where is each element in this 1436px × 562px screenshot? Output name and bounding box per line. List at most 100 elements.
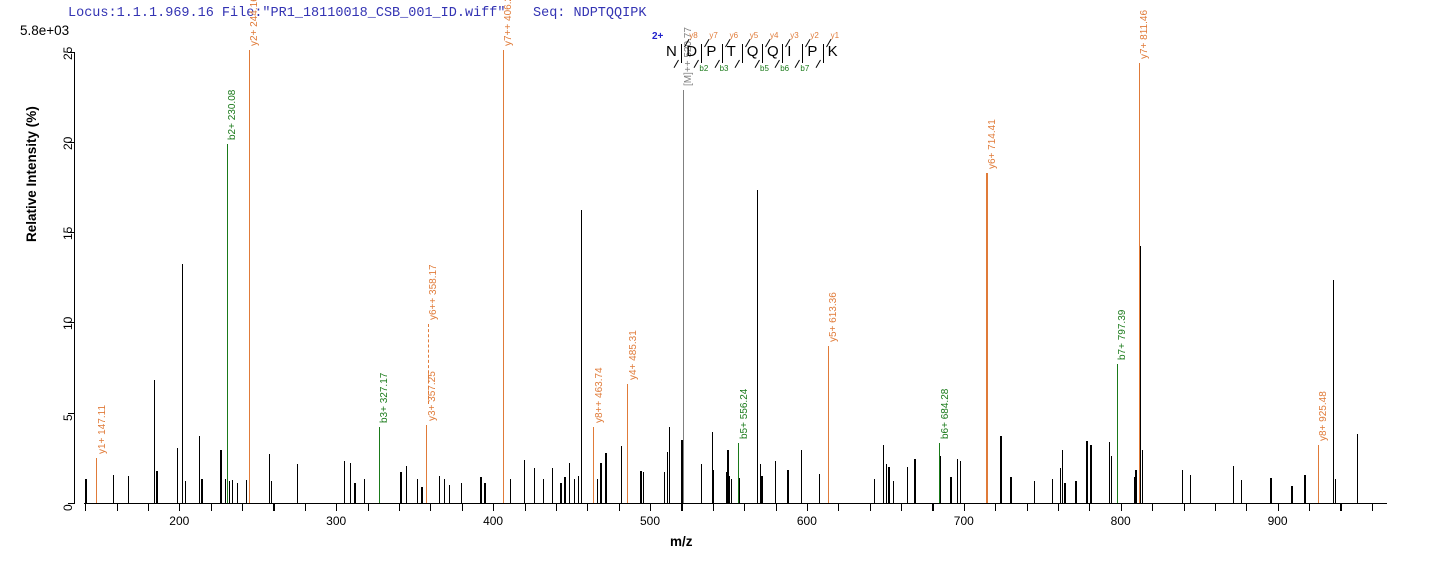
x-axis-tick-label: 700 (953, 513, 974, 528)
spectrum-peak (533, 467, 535, 503)
fragment-mark-3 (721, 44, 723, 63)
spectrum-peak (268, 453, 271, 503)
annotation-label: y1+ 147.11 (96, 404, 108, 454)
residue-5: Q (746, 43, 759, 60)
precursor-charge-label: 2+ (652, 31, 664, 42)
spectrum-peak (543, 479, 545, 503)
x-axis-line (84, 502, 1387, 504)
spectrum-peak (1075, 481, 1077, 503)
x-axis-tick (1120, 503, 1122, 511)
x-axis-tick (869, 503, 871, 511)
spectrum-peak (906, 467, 909, 503)
x-axis-tick (775, 503, 777, 511)
annotation-label: y8++ 463.74 (593, 367, 605, 423)
spectrum-peak (668, 426, 671, 503)
spectrum-peak (727, 450, 729, 503)
spectrum-peak (438, 475, 440, 503)
annotation-line-y-ion (248, 49, 250, 503)
annotation-line-y-ion (1317, 445, 1319, 503)
spectrum-peak (667, 452, 669, 503)
spectrum-peak (1033, 481, 1035, 503)
x-axis-tick (806, 503, 809, 511)
x-axis-tick (304, 503, 306, 511)
spectrum-peak (1335, 479, 1337, 503)
spectrum-peak (220, 450, 222, 503)
annotation-label: b6+ 684.28 (939, 388, 951, 440)
x-axis-tick (116, 503, 118, 511)
residue-3: P (706, 43, 717, 60)
x-axis-tick (587, 503, 589, 511)
spectrum-peak (1010, 477, 1012, 503)
spectrum-peak (182, 263, 184, 503)
x-axis-tick (399, 503, 401, 511)
y-ion-label-y8: y8 (689, 31, 698, 40)
y-axis-tick (68, 322, 75, 324)
spectrum-peak (681, 439, 683, 503)
x-axis-tick (210, 503, 212, 511)
spectrum-peak (156, 471, 158, 503)
spectrum-peak (892, 481, 894, 503)
x-axis-tick (1089, 503, 1091, 511)
spectrum-peak (564, 477, 566, 503)
y-axis-tick-label: 10 (61, 316, 75, 331)
x-axis-tick (1371, 503, 1373, 511)
spectrum-peak (509, 479, 511, 503)
spectrum-peak (363, 479, 365, 503)
x-axis-tick (1057, 503, 1060, 511)
spectrum-peak (1357, 434, 1359, 503)
annotation-label: y6+ 714.41 (986, 118, 998, 169)
y-ion-label-y5: y5 (749, 31, 759, 40)
spectrum-peak (85, 478, 87, 503)
spectrum-peak (568, 463, 570, 503)
y-axis-tick-label: 15 (61, 226, 75, 241)
spectrum-peak (112, 475, 114, 503)
spectrum-peak (774, 461, 777, 503)
spectrum-peak (228, 481, 231, 503)
spectrum-peak (237, 482, 239, 503)
spectrum-peak (1059, 468, 1061, 503)
residue-6: Q (767, 43, 779, 60)
spectrum-peak (700, 463, 702, 503)
spectrum-peak (1332, 279, 1334, 503)
spectrum-peak (1064, 482, 1066, 503)
spectrum-peak (573, 479, 575, 503)
spectrum-peak (405, 465, 407, 503)
residue-2: D (686, 43, 698, 60)
spectrum-peak (882, 445, 884, 503)
spectrum-peak (443, 479, 445, 503)
spectrum-peak (581, 209, 583, 503)
x-axis-tick (618, 503, 620, 511)
spectrum-peak (1000, 436, 1002, 503)
spectrum-peak (819, 473, 821, 503)
y-axis-tick-label: 20 (61, 136, 75, 150)
spectrum-peak (1133, 477, 1136, 503)
b-ion-label-b5: b5 (760, 64, 769, 73)
x-axis-tick (1246, 503, 1248, 511)
spectrum-peak (400, 472, 402, 503)
spectrum-peak (1142, 450, 1144, 503)
x-axis-tick (1309, 503, 1311, 511)
spectrum-peak (760, 463, 762, 503)
spectrum-peak (787, 470, 789, 503)
spectrum-peak (523, 460, 525, 503)
y-ion-label-y1: y1 (830, 31, 840, 40)
spectrum-peak (1090, 445, 1092, 503)
spectrum-peak (956, 459, 959, 503)
x-axis-tick (1340, 503, 1342, 511)
spectrum-peak (761, 475, 763, 503)
x-axis-tick-label: 800 (1110, 513, 1131, 528)
fragment-mark-8 (822, 44, 824, 63)
x-axis-tick (995, 503, 997, 511)
x-axis-tick (461, 503, 463, 511)
spectrum-peak (1304, 474, 1306, 503)
x-axis-tick (1214, 503, 1216, 511)
x-axis-tick-label: 600 (796, 513, 817, 528)
x-axis-tick (273, 503, 275, 511)
spectrum-peak (1291, 485, 1293, 503)
residue-9: K (827, 43, 838, 60)
y-axis-tick-label: 5 (61, 413, 75, 421)
spectrum-peak (914, 459, 916, 503)
spectrum-peak (1111, 455, 1113, 503)
y-axis-title: Relative Intensity (%) (24, 106, 39, 242)
spectrum-peak (600, 463, 602, 503)
